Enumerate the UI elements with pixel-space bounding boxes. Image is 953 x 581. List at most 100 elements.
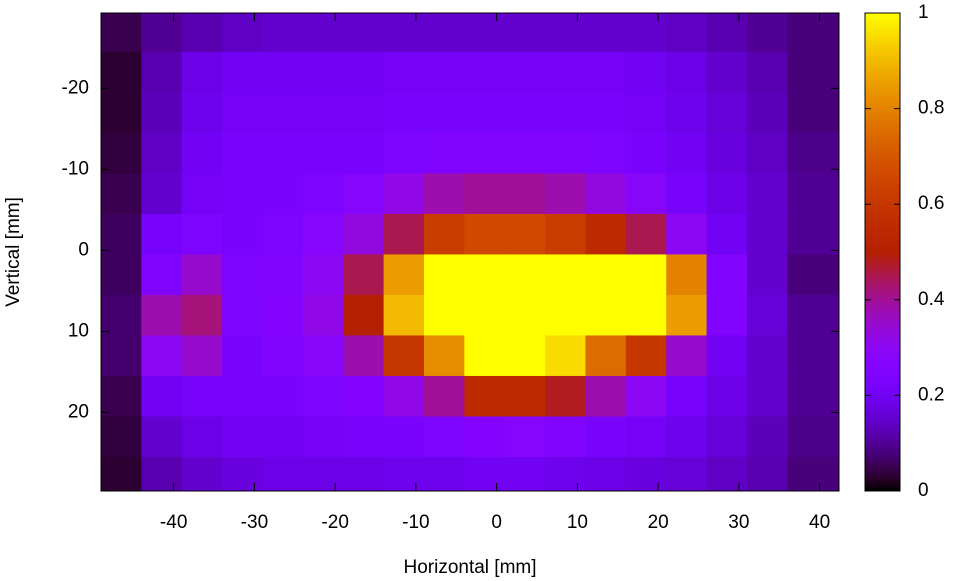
heat-cell [504,375,546,417]
heat-cell [423,13,465,53]
heat-cell [545,13,586,53]
heat-cell [101,375,142,417]
heat-cell [706,13,748,53]
heat-cell [222,92,263,134]
heat-cell [423,416,465,458]
heat-cell [746,254,788,296]
heat-cell [585,92,627,134]
heat-cell [787,92,840,134]
heat-cell [585,294,627,336]
colorbar-tick-label: 0.2 [918,384,944,405]
heat-cell [101,213,142,255]
heat-cell [545,456,586,492]
heat-cell [585,416,627,458]
heat-cell [383,213,425,255]
heat-cell [101,456,142,492]
colorbar-tick-label: 0 [918,480,929,501]
heat-cell [222,375,263,417]
heat-cell [141,416,183,458]
heat-cell [343,213,385,255]
heat-cell [302,456,344,492]
heat-cell [383,92,425,134]
heat-cell [101,132,142,174]
x-tick-label: -20 [321,512,348,533]
heat-cell [545,132,586,174]
heat-cell [746,335,788,377]
heat-cell [504,132,546,174]
heat-cell [343,13,385,53]
heat-cell [504,294,546,336]
heat-cell [423,294,465,336]
heat-cell [222,13,263,53]
heat-cell [787,173,840,215]
heat-cell [545,254,586,296]
x-tick-label: -30 [241,512,268,533]
heat-cell [101,335,142,377]
heat-cell [625,213,667,255]
heat-cell [746,51,788,93]
heat-cell [706,132,748,174]
heat-cell [302,13,344,53]
heat-cell [787,294,840,336]
heat-cell [787,132,840,174]
colorbar [865,13,900,491]
heat-cell [343,294,385,336]
heat-cell [625,375,667,417]
heat-cell [343,456,385,492]
heat-cell [545,213,586,255]
heat-cell [585,213,627,255]
heat-cell [383,13,425,53]
x-tick-label: 20 [648,512,669,533]
heat-cell [141,254,183,296]
heat-cell [706,92,748,134]
heat-cell [262,173,304,215]
heat-cell [625,294,667,336]
heat-cell [181,92,223,134]
heat-cell [181,173,223,215]
heat-cell [302,335,344,377]
heat-cell [585,13,627,53]
heat-cell [141,294,183,336]
heat-cell [262,92,304,134]
heat-cell [504,213,546,255]
heat-cell [343,254,385,296]
heat-cell [666,213,708,255]
heat-cell [181,132,223,174]
heat-cell [343,375,385,417]
heat-cell [787,375,840,417]
heat-cell [464,254,506,296]
y-axis-label: Vertical [mm] [3,197,24,307]
heat-cell [262,254,304,296]
heat-cell [746,173,788,215]
heat-cell [302,294,344,336]
heat-cell [464,416,506,458]
heat-cell [706,51,748,93]
colorbar-tick-label: 1 [918,2,929,23]
y-tick-label: -10 [62,158,89,179]
heat-cell [141,92,183,134]
heat-cell [181,254,223,296]
heat-cell [383,173,425,215]
heat-cell [383,416,425,458]
heat-cell [545,294,586,336]
heat-cell [504,173,546,215]
heat-cell [262,213,304,255]
heat-cell [464,456,506,492]
heat-cell [625,254,667,296]
heat-cell [262,294,304,336]
heat-cell [666,254,708,296]
heat-cell [222,294,263,336]
heat-cell [141,132,183,174]
heat-cell [343,416,385,458]
colorbar-frame [864,12,901,492]
heat-cell [666,294,708,336]
heat-cell [585,456,627,492]
heat-cell [545,375,586,417]
heat-cell [585,173,627,215]
heat-cell [625,173,667,215]
heat-cell [181,456,223,492]
heat-cell [504,456,546,492]
heat-cell [141,456,183,492]
x-tick-label: -40 [160,512,187,533]
